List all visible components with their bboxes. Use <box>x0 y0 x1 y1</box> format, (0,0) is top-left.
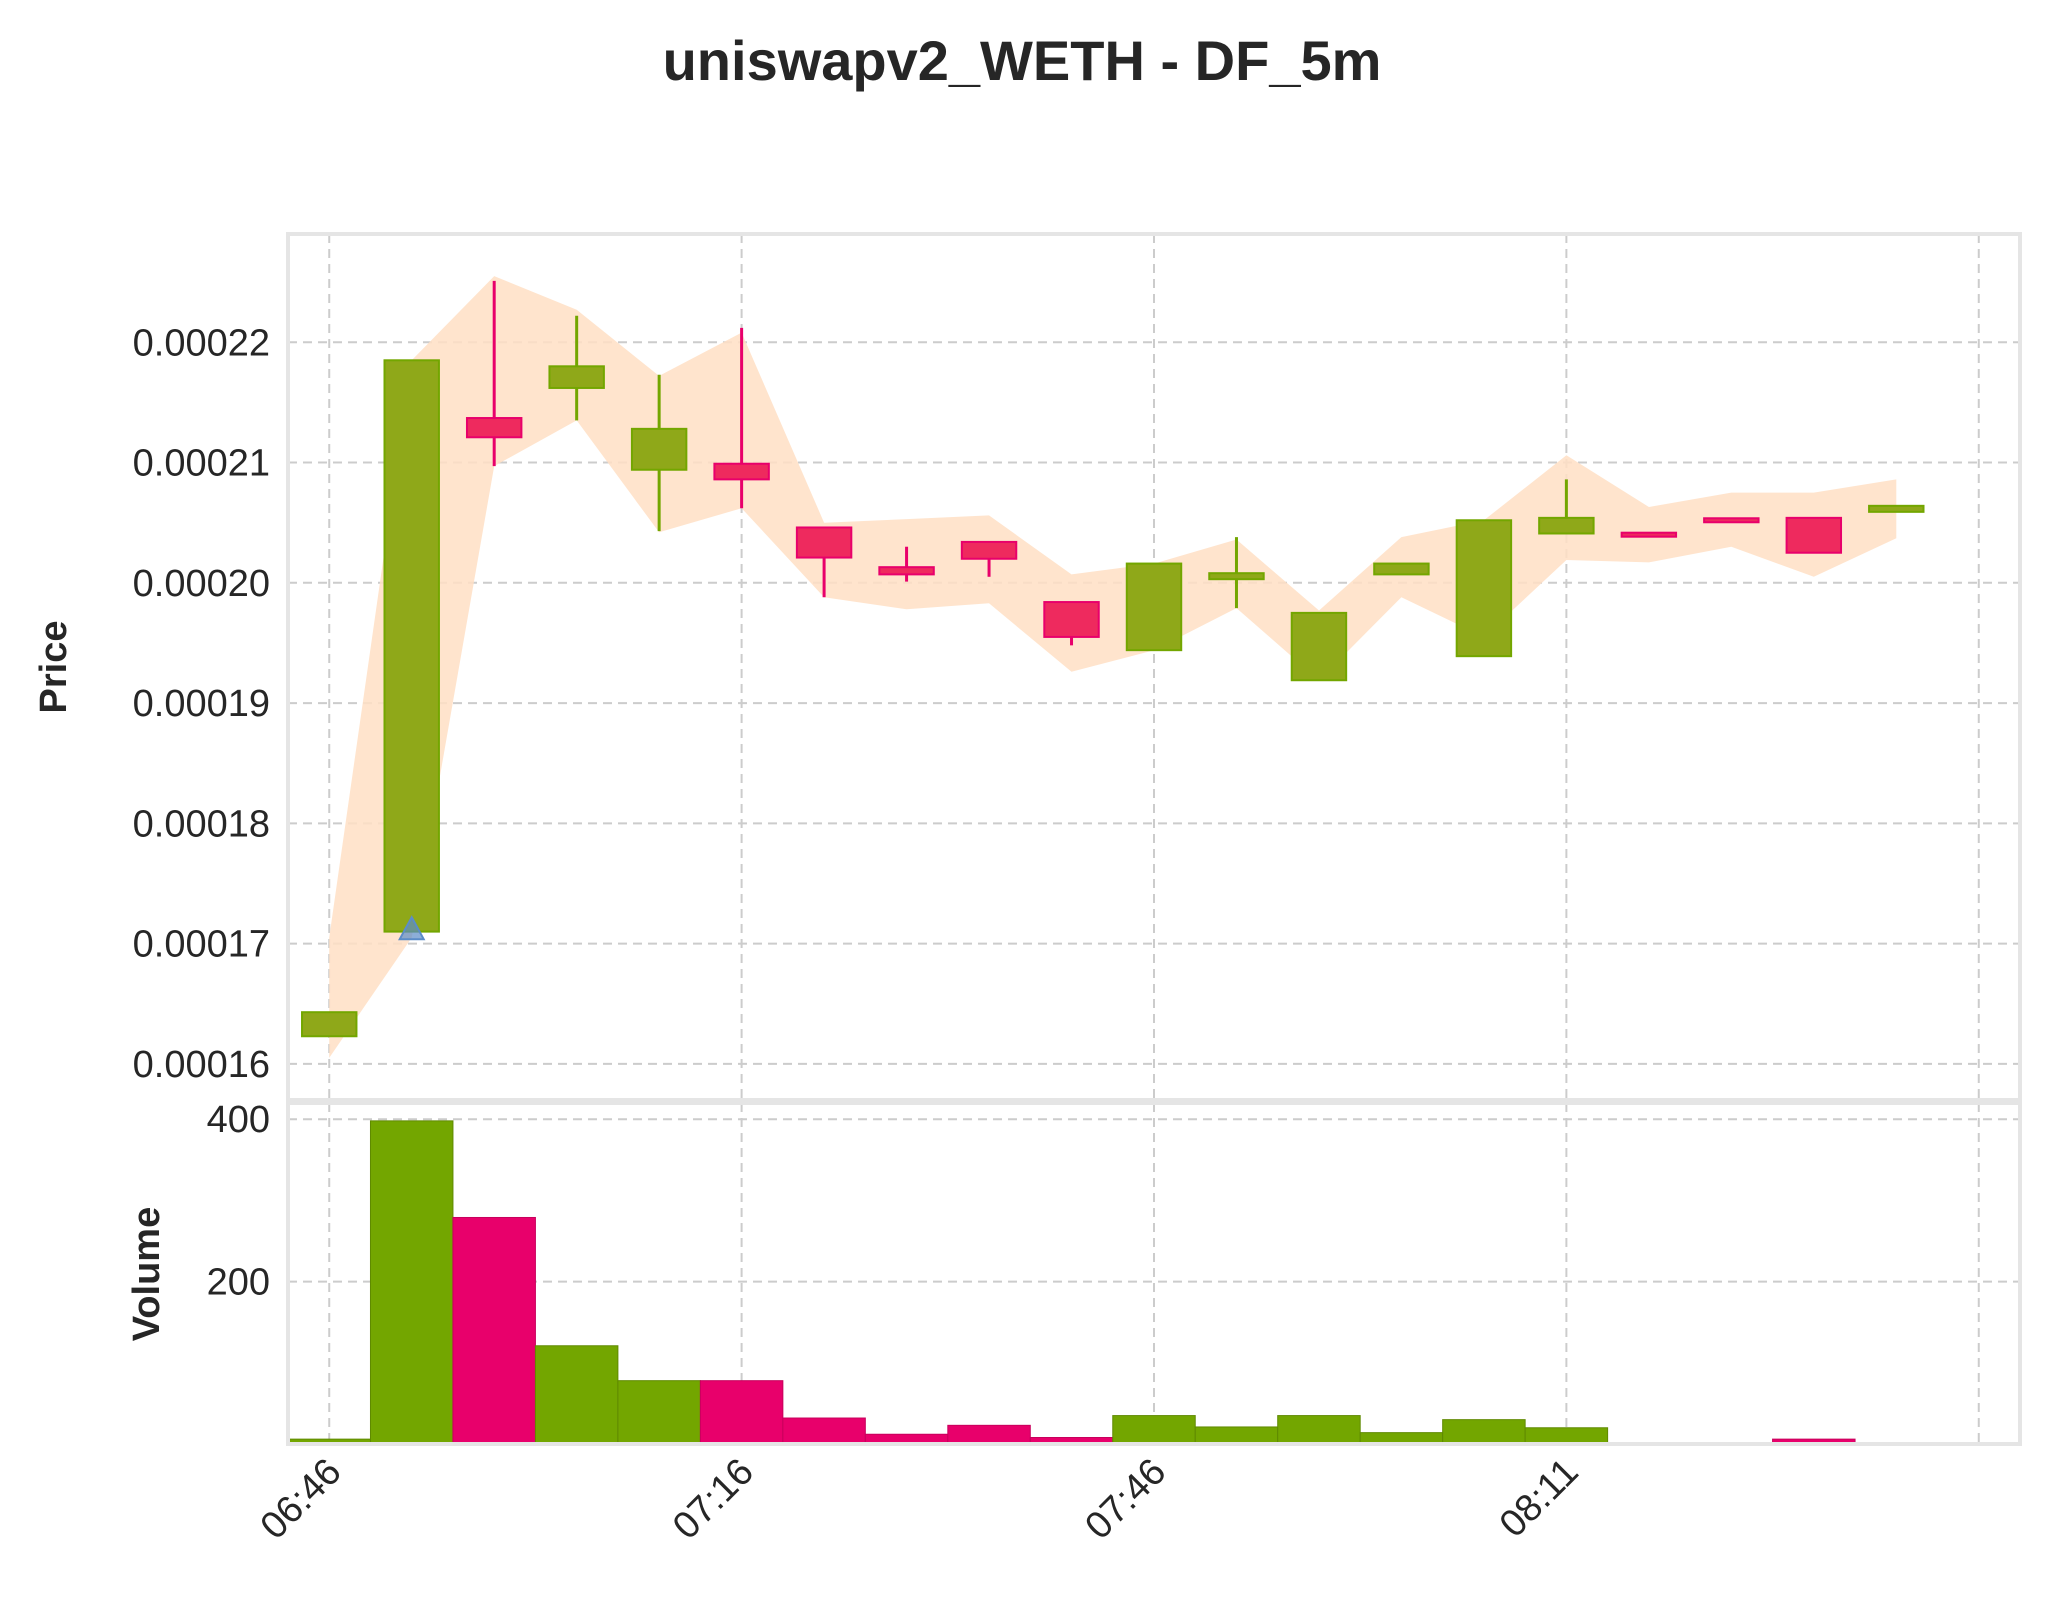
volume-bar <box>1194 1426 1279 1445</box>
volume-bar <box>1112 1415 1196 1445</box>
chart-title: uniswapv2_WETH - DF_5m <box>663 29 1382 92</box>
price-panel-frame <box>286 232 2022 1102</box>
price-y-tick-labels: 0.00016 0.00017 0.00018 0.00019 0.00020 0.000… <box>133 322 270 1086</box>
candle-body <box>1868 504 1925 513</box>
volume-bars <box>287 1120 1856 1445</box>
price-candles <box>301 280 1925 1038</box>
price-tick-label: 0.00017 <box>133 924 270 966</box>
candle-body <box>1125 562 1183 652</box>
candle-body <box>1785 516 1843 554</box>
candle-body <box>1455 519 1513 658</box>
volume-bar <box>617 1380 701 1445</box>
candle-body <box>1538 516 1595 535</box>
candle-body <box>548 365 605 389</box>
volume-tick-label: 200 <box>207 1262 270 1304</box>
candle-body <box>1043 601 1100 638</box>
candle-body <box>301 1011 358 1038</box>
volume-bar <box>782 1417 866 1445</box>
price-band <box>329 276 1897 1058</box>
x-tick-label: 07:46 <box>1077 1451 1174 1548</box>
candle-body <box>630 427 688 471</box>
volume-axis-label: Volume <box>126 1207 168 1341</box>
x-tick-label: 07:16 <box>665 1451 762 1548</box>
price-tick-label: 0.00021 <box>133 443 270 485</box>
candle-body <box>878 566 935 576</box>
candle-body <box>1703 517 1760 524</box>
candle-body <box>1290 611 1348 682</box>
price-markers <box>398 915 426 941</box>
candle-body <box>713 462 770 481</box>
x-tick-labels: 06:46 07:16 07:46 08:11 <box>253 1451 1587 1548</box>
volume-bar <box>699 1380 784 1445</box>
candle-body <box>383 359 440 933</box>
price-band-area <box>329 276 1897 1058</box>
volume-bar <box>369 1120 454 1445</box>
volume-bar <box>1277 1415 1361 1445</box>
candle-body <box>465 417 523 439</box>
entry-marker-triangle-up <box>398 915 426 941</box>
candle-body <box>1620 531 1678 538</box>
volume-bar <box>947 1424 1031 1445</box>
price-axis-label: Price <box>33 621 75 714</box>
candle-body <box>1208 572 1265 581</box>
volume-panel: 200 400 Volume <box>126 1099 2022 1446</box>
price-tick-label: 0.00022 <box>133 322 270 364</box>
x-tick-label: 06:46 <box>253 1451 350 1548</box>
volume-bar <box>534 1345 619 1445</box>
price-tick-label: 0.00018 <box>133 803 270 845</box>
volume-bar <box>1524 1427 1609 1445</box>
candle-body <box>1373 562 1430 576</box>
volume-tick-label: 400 <box>207 1099 270 1141</box>
x-tick-label: 08:11 <box>1492 1451 1587 1546</box>
price-tick-label: 0.00020 <box>133 563 270 605</box>
candle-body <box>960 540 1018 560</box>
price-panel: 0.00016 0.00017 0.00018 0.00019 0.00020 0.000… <box>33 232 2022 1102</box>
candle-body <box>795 526 853 559</box>
volume-grid <box>288 1103 2020 1444</box>
price-tick-label: 0.00016 <box>133 1044 270 1086</box>
price-tick-label: 0.00019 <box>133 683 270 725</box>
volume-y-tick-labels: 200 400 <box>207 1099 270 1303</box>
volume-bar <box>1442 1419 1526 1445</box>
volume-bar <box>452 1216 536 1445</box>
volume-panel-frame <box>286 1101 2022 1446</box>
